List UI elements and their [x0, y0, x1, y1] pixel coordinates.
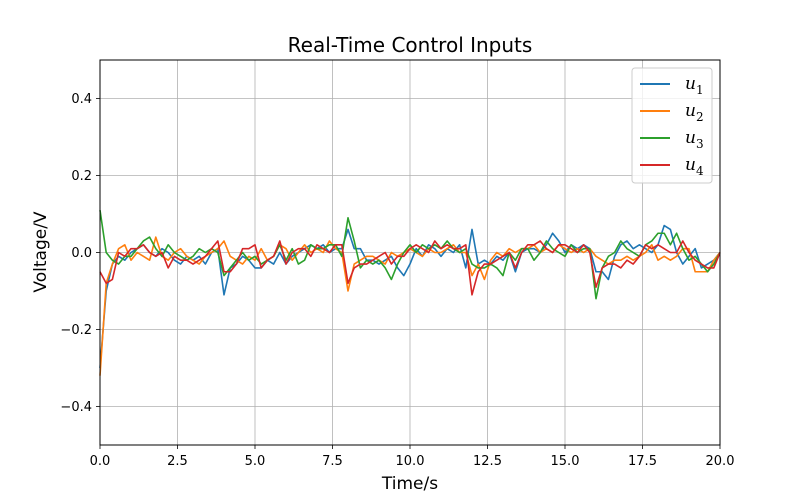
legend-label-u1: u1 — [685, 74, 704, 97]
x-tick-label: 17.5 — [628, 454, 657, 469]
x-axis-title: Time/s — [381, 474, 438, 494]
legend-label-u4: u4 — [685, 155, 704, 178]
series-line-u1 — [99, 224, 721, 369]
y-tick-label: −0.4 — [60, 400, 92, 415]
x-tick-label: 7.5 — [322, 454, 343, 469]
legend-label-u3: u3 — [685, 128, 704, 151]
x-tick-label: 5.0 — [245, 454, 266, 469]
legend-frame — [631, 67, 713, 184]
y-tick-label: −0.2 — [60, 323, 92, 338]
x-tick-label: 2.5 — [167, 454, 188, 469]
x-tick-label: 15.0 — [551, 454, 580, 469]
series-line-u4 — [99, 240, 721, 296]
series-lines — [99, 210, 721, 376]
y-tick-label: 0.2 — [71, 169, 92, 184]
x-tick-label: 0.0 — [90, 454, 111, 469]
legend-label-u2: u2 — [685, 101, 704, 124]
series-line-u3 — [99, 210, 721, 300]
legend: u1 u2 u3 u4 — [631, 67, 713, 184]
axis-ticks: 0.0 2.5 5.0 7.5 10.0 12.5 15.0 17.5 20.0 −0.4 −0.2… — [60, 92, 734, 469]
y-tick-label: 0.4 — [71, 92, 92, 107]
chart-title: Real-Time Control Inputs — [288, 33, 533, 57]
x-tick-label: 12.5 — [473, 454, 502, 469]
x-tick-label: 20.0 — [706, 454, 735, 469]
y-axis-title: Voltage/V — [31, 211, 51, 292]
y-tick-label: 0.0 — [71, 246, 92, 261]
x-tick-label: 10.0 — [396, 454, 425, 469]
